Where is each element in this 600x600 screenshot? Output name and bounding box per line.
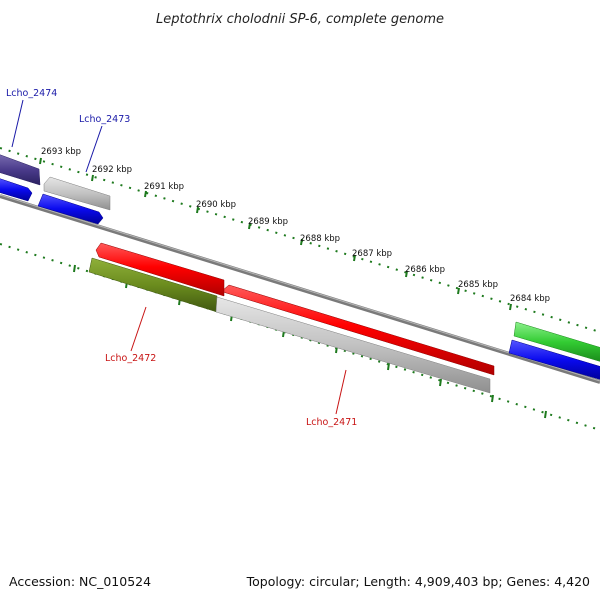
genome-backbone bbox=[0, 194, 600, 384]
scale-label-2689: 2689 kbp bbox=[248, 217, 288, 227]
outer-major-ticks bbox=[39, 157, 512, 311]
leader-lcho-2472 bbox=[130, 306, 147, 352]
scale-labels: 2693 kbp 2692 kbp 2691 kbp 2690 kbp 2689… bbox=[41, 147, 550, 304]
leader-lcho-2471 bbox=[335, 369, 347, 415]
gene-blue-right[interactable] bbox=[508, 339, 600, 380]
accession-text: Accession: NC_010524 bbox=[9, 574, 151, 589]
label-lcho-2473[interactable]: Lcho_2473 bbox=[79, 114, 130, 125]
gene-lcho-2471[interactable] bbox=[222, 284, 495, 376]
scale-label-2691: 2691 kbp bbox=[144, 182, 184, 192]
gene-blue-left[interactable] bbox=[0, 178, 33, 202]
leader-lcho-2473 bbox=[85, 125, 103, 173]
label-lcho-2474[interactable]: Lcho_2474 bbox=[6, 88, 57, 99]
gene-green-right[interactable] bbox=[513, 321, 600, 362]
scale-label-2684: 2684 kbp bbox=[510, 294, 550, 304]
scale-label-2687: 2687 kbp bbox=[352, 249, 392, 259]
gene-lcho-2474-forward[interactable] bbox=[0, 154, 41, 186]
scale-label-2692: 2692 kbp bbox=[92, 165, 132, 175]
gene-lcho-2472-red[interactable] bbox=[95, 242, 225, 297]
outer-scale-ring bbox=[0, 147, 600, 333]
scale-label-2688: 2688 kbp bbox=[300, 234, 340, 244]
map-title: Leptothrix cholodnii SP-6, complete geno… bbox=[156, 12, 444, 27]
scale-label-2690: 2690 kbp bbox=[196, 200, 236, 210]
label-lcho-2471[interactable]: Lcho_2471 bbox=[306, 417, 357, 428]
gene-blue-mid[interactable] bbox=[37, 193, 104, 225]
inner-scale-ring bbox=[0, 243, 600, 431]
scale-label-2686: 2686 kbp bbox=[405, 265, 445, 275]
gene-lcho-2471-gray[interactable] bbox=[215, 296, 491, 394]
scale-label-2693: 2693 kbp bbox=[41, 147, 81, 157]
label-lcho-2472[interactable]: Lcho_2472 bbox=[105, 353, 156, 364]
leader-lcho-2474 bbox=[11, 99, 24, 148]
genome-summary-text: Topology: circular; Length: 4,909,403 bp… bbox=[246, 574, 590, 589]
gene-lcho-2473[interactable] bbox=[43, 176, 111, 211]
scale-label-2685: 2685 kbp bbox=[458, 280, 498, 290]
